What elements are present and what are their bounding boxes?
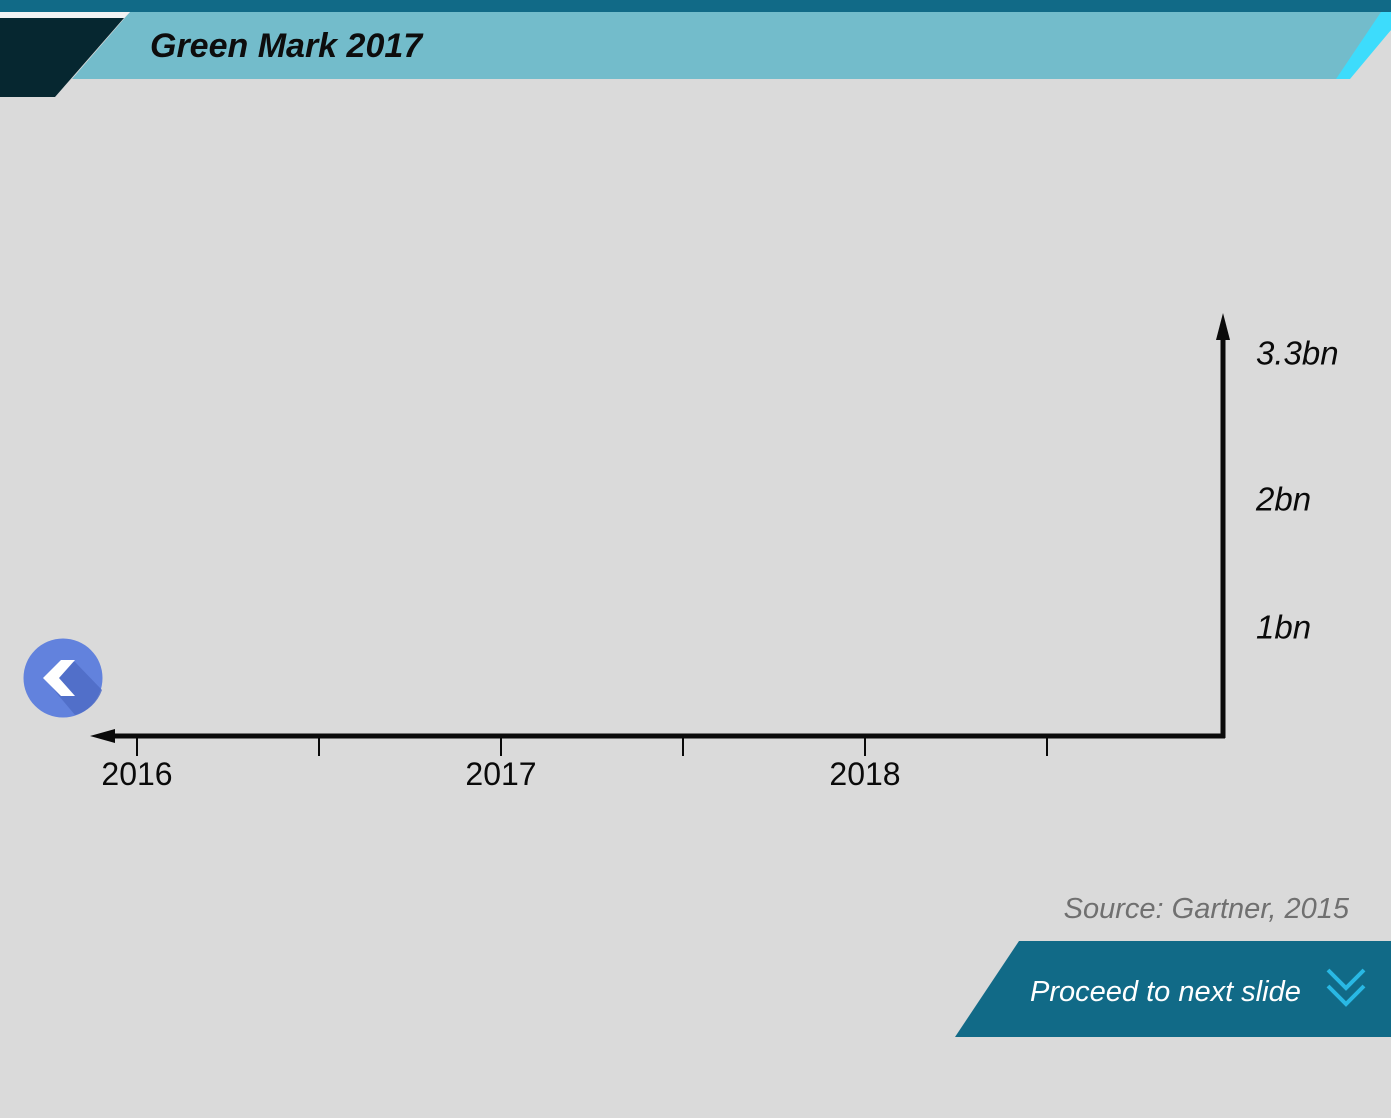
header-top-stripe xyxy=(0,0,1391,12)
double-chevron-down-icon xyxy=(1326,968,1366,1007)
header-white-rule xyxy=(0,12,130,18)
x-tick-label: 2016 xyxy=(101,756,172,792)
y-tick-label: 2bn xyxy=(1255,481,1311,518)
header-light-band xyxy=(72,12,1391,79)
x-tick-label: 2017 xyxy=(465,756,536,792)
next-slide-label: Proceed to next slide xyxy=(1030,976,1301,1008)
page-title: Green Mark 2017 xyxy=(150,27,423,65)
chart: 2016 2017 2018 1bn 2bn 3.3bn xyxy=(90,313,1339,792)
next-slide-button[interactable]: Proceed to next slide xyxy=(955,941,1391,1037)
chevron-left-icon xyxy=(23,638,103,718)
next-button-background xyxy=(955,941,1391,1037)
y-axis-arrow xyxy=(1216,313,1230,340)
header-dark-block xyxy=(0,18,124,97)
back-button[interactable] xyxy=(23,638,103,718)
x-tick-label: 2018 xyxy=(829,756,900,792)
x-axis-arrow xyxy=(90,729,115,743)
header-band xyxy=(0,12,1391,97)
y-tick-label: 1bn xyxy=(1256,609,1311,646)
header-accent-edge xyxy=(1336,12,1391,79)
y-tick-label: 3.3bn xyxy=(1256,335,1339,372)
source-note: Source: Gartner, 2015 xyxy=(1063,893,1349,925)
